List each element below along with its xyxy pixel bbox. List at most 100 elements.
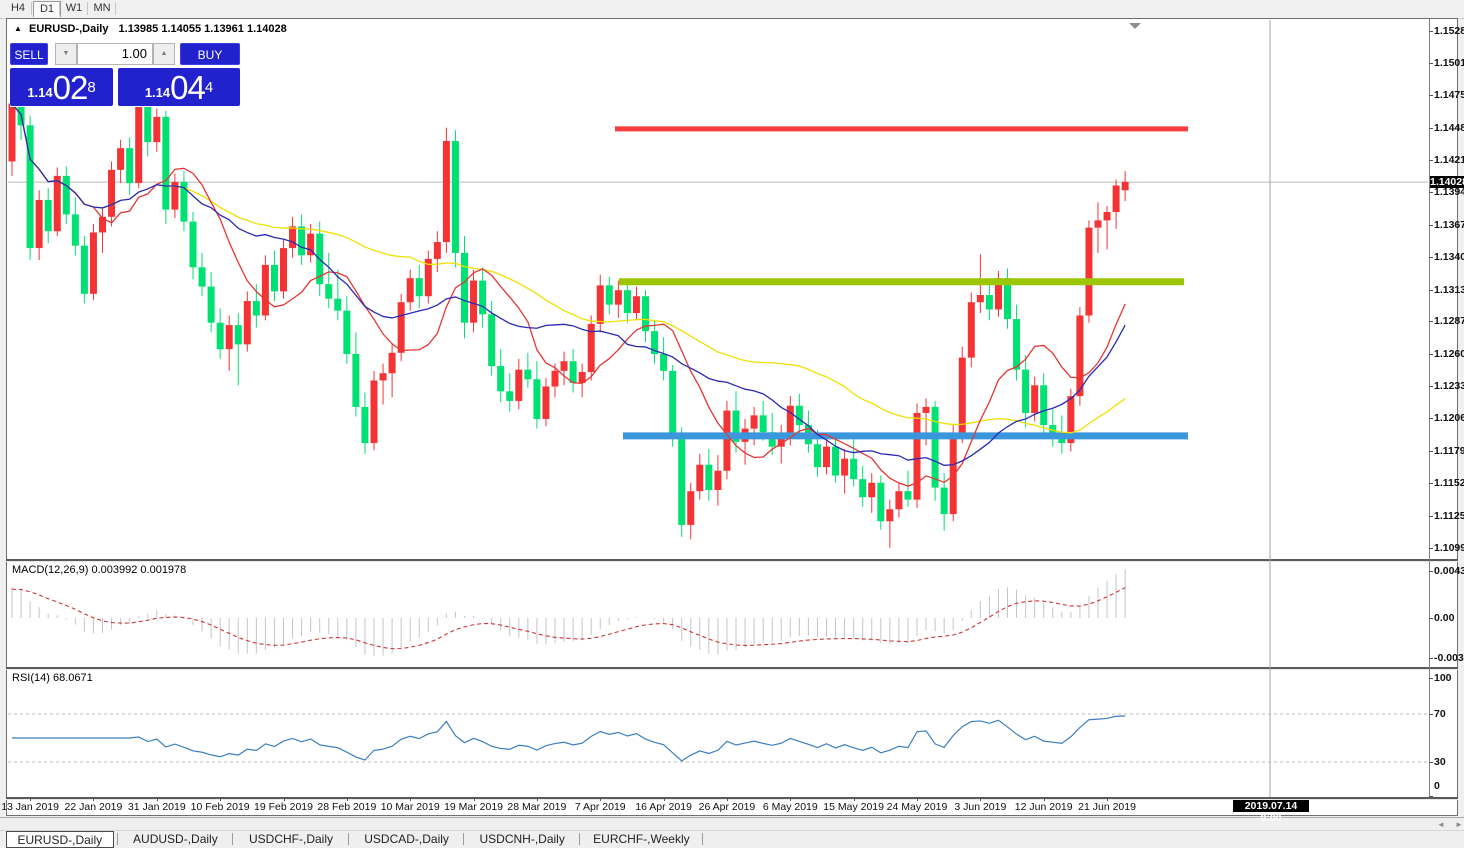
price-axis-label: 1.13405 (1434, 251, 1464, 264)
date-tick (410, 797, 412, 801)
date-axis-label: 19 Feb 2019 (254, 801, 313, 813)
price-axis-label: 1.12870 (1434, 315, 1464, 328)
date-axis-label: 7 Apr 2019 (574, 801, 626, 813)
tab-scroll-right-icon[interactable]: ► (1455, 820, 1463, 829)
price-axis-label: 1.15015 (1434, 57, 1464, 70)
toolbar-separator (59, 2, 60, 15)
symbol-tab-2[interactable]: AUDUSD-,Daily (133, 832, 218, 846)
rsi-axis-label: 30 (1434, 756, 1446, 768)
price-axis-label: 1.13135 (1434, 283, 1464, 296)
date-axis-label: 6 May 2019 (762, 801, 818, 813)
date-axis-label: 21 Jun 2019 (1078, 801, 1136, 813)
axis-tick (1429, 386, 1433, 388)
rsi-axis-label: 100 (1434, 672, 1452, 684)
timeframe-button-w1[interactable]: W1 (65, 2, 83, 14)
volume-increase-button[interactable]: ▲ (153, 43, 175, 65)
volume-decrease-button[interactable]: ▼ (55, 43, 77, 65)
price-axis-label: 1.11255 (1434, 509, 1464, 522)
tab-scroll-left-icon[interactable]: ◄ (1437, 820, 1445, 829)
axis-tick (1429, 127, 1433, 129)
axis-tick (1429, 63, 1433, 65)
date-axis-label: 15 May 2019 (823, 801, 884, 813)
pane-splitter (6, 797, 1458, 800)
volume-input[interactable]: 1.00 (77, 43, 153, 65)
sell-price-prefix: 1.14 (27, 85, 53, 100)
symbol-tab-3[interactable]: USDCHF-,Daily (248, 832, 333, 846)
price-axis-label: 1.12330 (1434, 380, 1464, 393)
macd-axis-label: -0.00371 (1434, 652, 1464, 665)
timeframe-button-mn[interactable]: MN (93, 2, 111, 14)
axis-tick (1429, 257, 1433, 259)
date-tick (790, 797, 792, 801)
price-axis-label: 1.12600 (1434, 347, 1464, 360)
price-axis-label: 1.13945 (1434, 186, 1464, 199)
buy-button[interactable]: BUY (180, 43, 240, 65)
tab-separator (701, 833, 703, 845)
timeframe-button-d1[interactable]: D1 (33, 1, 61, 17)
price-axis-label: 1.14750 (1434, 89, 1464, 102)
axis-tick (1429, 289, 1433, 291)
pane-splitter[interactable] (6, 667, 1458, 670)
buy-price-big: 04 (170, 69, 206, 106)
axis-tick (1429, 224, 1433, 226)
symbol-tab-6[interactable]: EURCHF-,Weekly (593, 832, 690, 846)
chart-ohlc: 1.13985 1.14055 1.13961 1.14028 (118, 23, 287, 35)
tab-separator (347, 833, 349, 845)
axis-tick (1429, 95, 1433, 97)
tab-separator (232, 833, 234, 845)
tab-separator (463, 833, 465, 845)
title-marker-icon: ▲ (14, 24, 22, 33)
current-price-badge: 1.14028 (1430, 176, 1464, 189)
toolbar-separator (31, 2, 32, 15)
pane-splitter[interactable] (6, 559, 1458, 562)
axis-tick (1429, 483, 1433, 485)
macd-label: MACD(12,26,9) 0.003992 0.001978 (12, 564, 187, 576)
date-tick (93, 797, 95, 801)
date-tick (1107, 797, 1109, 801)
timeframe-toolbar: H4 D1 W1 MN (0, 0, 1464, 19)
date-tick (473, 797, 475, 801)
chart-title: ▲ EURUSD-,Daily 1.13985 1.14055 1.13961 … (14, 23, 287, 35)
rsi-label: RSI(14) 68.0671 (12, 672, 93, 684)
axis-tick (1429, 762, 1433, 763)
sell-price-big: 02 (52, 69, 89, 106)
date-axis-label: 26 Apr 2019 (698, 801, 756, 813)
symbol-tab-5[interactable]: USDCNH-,Daily (479, 832, 565, 846)
chart-window (6, 18, 1458, 816)
price-axis-label: 1.14210 (1434, 154, 1464, 167)
date-axis-label: 28 Mar 2019 (507, 801, 567, 813)
rsi-axis-label: 70 (1434, 708, 1446, 720)
axis-tick (1429, 450, 1433, 452)
symbol-tab-1[interactable]: EURUSD-,Daily (6, 831, 114, 848)
symbol-tab-4[interactable]: USDCAD-,Daily (364, 832, 449, 846)
date-axis-label: 10 Feb 2019 (190, 801, 250, 813)
axis-tick (1429, 618, 1433, 619)
rsi-axis-label: 0 (1434, 780, 1440, 792)
price-axis-divider (1429, 19, 1430, 797)
date-tick (853, 797, 855, 801)
axis-tick (1429, 321, 1433, 323)
date-axis-label: 22 Jan 2019 (64, 801, 123, 813)
price-axis-label: 1.11525 (1434, 477, 1464, 490)
buy-price-prefix: 1.14 (144, 85, 171, 100)
macd-axis-label: 0.004359 (1434, 564, 1464, 577)
price-axis-label: 1.12065 (1434, 412, 1464, 425)
date-axis-label: 16 Apr 2019 (635, 801, 692, 813)
date-tick (917, 797, 918, 801)
date-axis-label: 19 Mar 2019 (444, 801, 504, 813)
chart-symbol: EURUSD-,Daily (28, 23, 109, 35)
sell-button[interactable]: SELL (10, 43, 48, 65)
buy-price-box[interactable]: 1.14 04 4 (118, 68, 240, 106)
one-click-trade-panel: SELL ▼ 1.00 ▲ BUY 1.14 02 8 1.14 04 4 (10, 41, 240, 107)
axis-tick (1429, 570, 1433, 572)
date-tick (346, 797, 348, 801)
sell-price-pip: 8 (87, 79, 96, 96)
timeframe-button-h4[interactable]: H4 (10, 2, 26, 14)
buy-price-pip: 4 (204, 79, 214, 96)
date-axis-label: 13 Jan 2019 (1, 801, 59, 813)
sell-price-box[interactable]: 1.14 02 8 (10, 68, 113, 106)
axis-tick (1429, 714, 1433, 715)
axis-tick (1429, 353, 1433, 355)
date-tick (980, 797, 982, 801)
